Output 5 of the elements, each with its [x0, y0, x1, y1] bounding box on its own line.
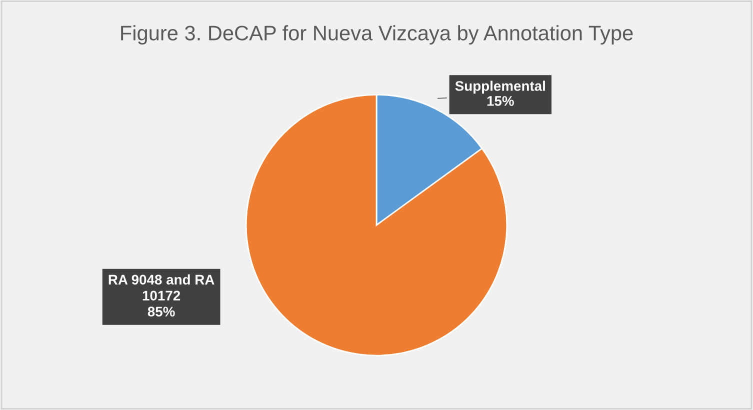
chart-title: Figure 3. DeCAP for Nueva Vizcaya by Annotation Type — [121, 25, 633, 45]
data-label: 85% — [148, 306, 175, 317]
slice-label: Supplemental — [455, 80, 545, 94]
slice-label: RA 9048 and RA 10172 — [108, 274, 214, 301]
data-label: 15% — [487, 96, 514, 106]
